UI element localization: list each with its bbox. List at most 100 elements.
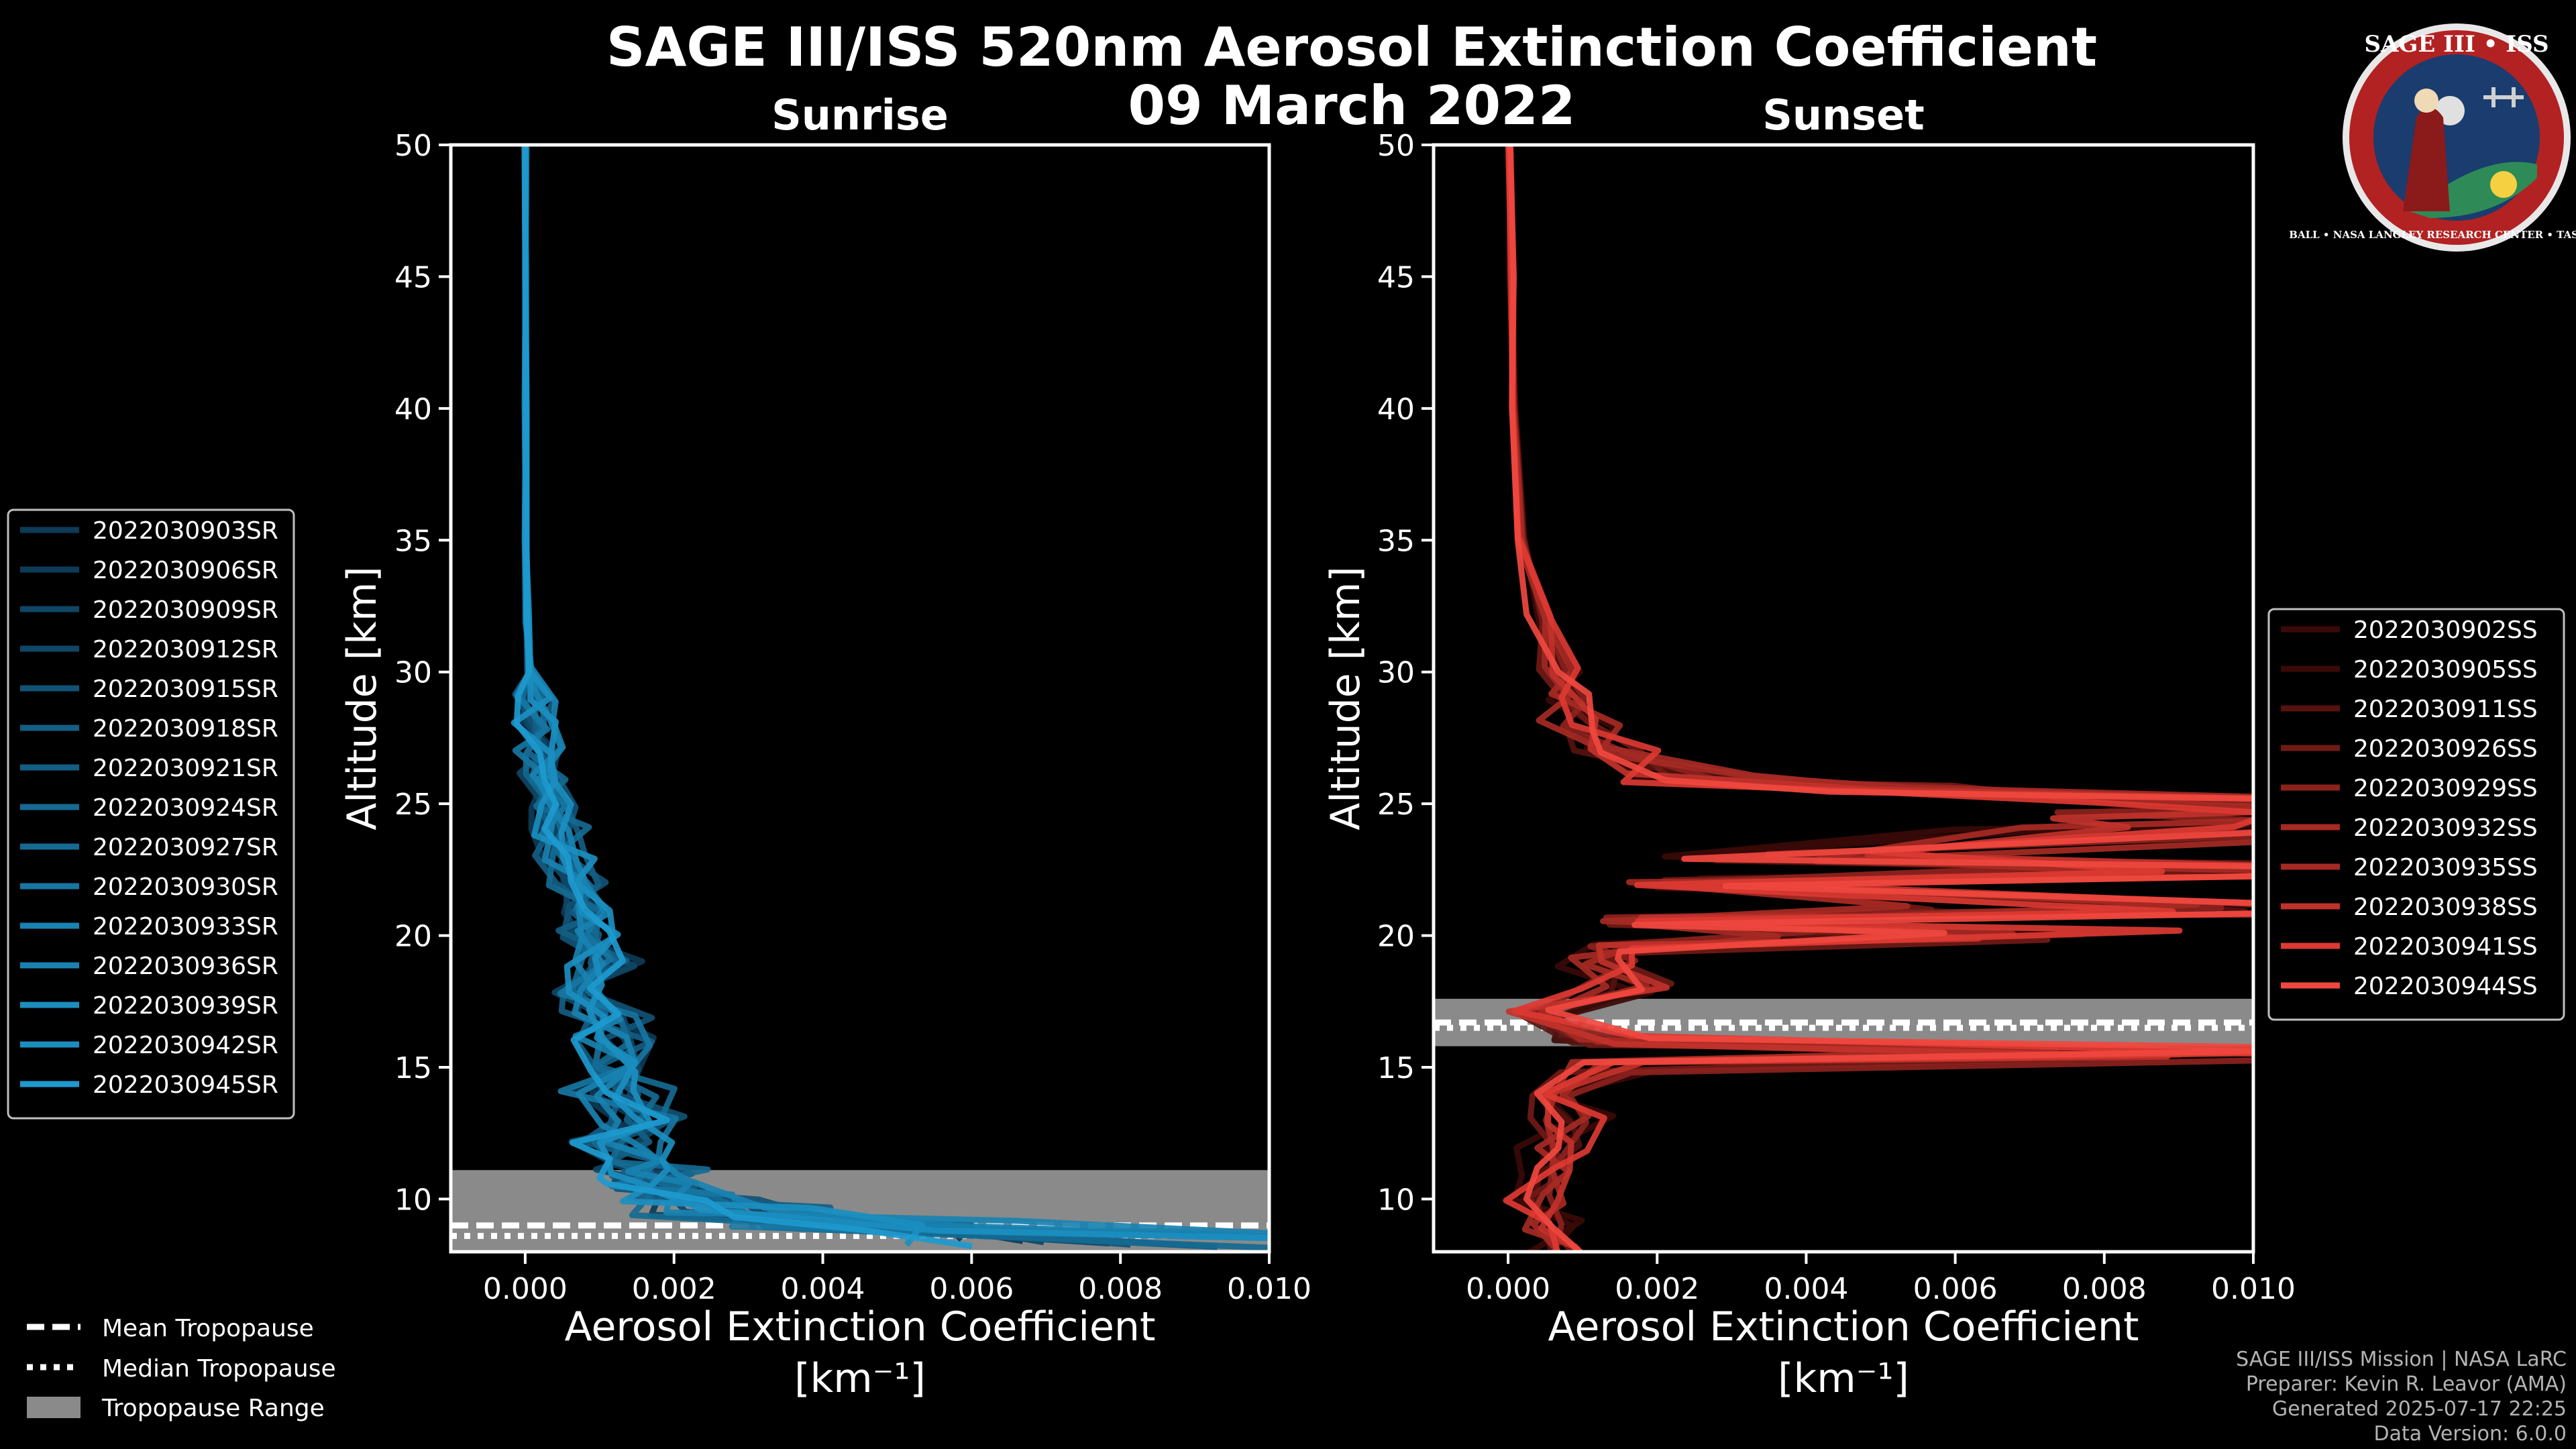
- legend-label-2022030911SS: 2022030911SS: [2353, 696, 2538, 723]
- legend-label-2022030921SR: 2022030921SR: [93, 755, 278, 782]
- sunrise-legend-frame: [7, 508, 295, 1120]
- series-line-2022030927SR: [522, 148, 1269, 1240]
- legend-label-2022030918SR: 2022030918SR: [93, 715, 278, 743]
- sunset-title: Sunset: [1762, 91, 1925, 140]
- mean-tropopause-label: Mean Tropopause: [102, 1315, 314, 1342]
- sunrise-xtick-label: 0.000: [483, 1272, 568, 1306]
- sunset-ytick-label: 45: [1377, 260, 1415, 294]
- sunset-ytick-label: 10: [1377, 1183, 1415, 1217]
- logo-iss-icon: [2483, 87, 2524, 107]
- median-tropopause-label: Median Tropopause: [102, 1355, 336, 1383]
- credit-line-4: Data Version: 6.0.0: [2374, 1422, 2567, 1446]
- legend-label-2022030905SS: 2022030905SS: [2353, 656, 2538, 684]
- legend-label-2022030929SS: 2022030929SS: [2353, 775, 2538, 802]
- sunrise-xtick-label: 0.008: [1078, 1272, 1163, 1306]
- tropopause-range-swatch: [27, 1397, 80, 1418]
- sunrise-xtick-label: 0.010: [1227, 1272, 1311, 1306]
- legend-label-2022030945SR: 2022030945SR: [93, 1071, 278, 1099]
- sunrise-ytick-label: 45: [394, 260, 432, 294]
- legend-label-2022030941SS: 2022030941SS: [2353, 933, 2538, 961]
- logo-ring-text: BALL • NASA LANGLEY RESEARCH CENTER • TA…: [2289, 229, 2576, 241]
- sunrise-panel: Sunrise 0.000 0.002 0.004 0.006 0.008 0.010 10…: [339, 91, 1311, 1402]
- sunrise-tropopause-range-band: [451, 1170, 1269, 1252]
- sunset-xtick-label: 0.010: [2211, 1272, 2296, 1306]
- sunrise-series-group: [511, 145, 1269, 1251]
- credit-line-3: Generated 2025-07-17 22:25: [2272, 1397, 2567, 1421]
- series-line-2022030941SS: [1503, 145, 2253, 1252]
- series-line-2022030933SR: [521, 145, 1269, 1236]
- sunset-xtick-label: 0.000: [1466, 1272, 1550, 1306]
- sunset-xlabel-units: [km⁻¹]: [1778, 1355, 1909, 1402]
- sunset-ytick-label: 25: [1377, 788, 1415, 822]
- credit-line-2: Preparer: Kevin R. Leavor (AMA): [2246, 1373, 2567, 1396]
- legend-label-2022030942SR: 2022030942SR: [93, 1032, 278, 1059]
- sunrise-ytick-label: 40: [394, 392, 432, 427]
- sunrise-ytick-label: 50: [394, 129, 432, 163]
- series-line-2022030936SR: [521, 145, 1269, 1240]
- sunrise-xtick-label: 0.002: [632, 1272, 716, 1306]
- legend-label-2022030939SR: 2022030939SR: [93, 992, 278, 1020]
- sunset-xtick-label: 0.008: [2062, 1272, 2147, 1306]
- sunrise-title: Sunrise: [771, 91, 949, 140]
- tropopause-legend: Mean Tropopause Median Tropopause Tropop…: [27, 1315, 336, 1422]
- series-line-2022030903SR: [519, 145, 975, 1242]
- sunset-legend: 2022030902SS 2022030905SS 2022030911SS 2022…: [2267, 608, 2565, 1021]
- figure-title: SAGE III/ISS 520nm Aerosol Extinction Co…: [606, 16, 2097, 78]
- series-line-2022030939SR: [521, 146, 1269, 1242]
- sunset-xlabel: Aerosol Extinction Coefficient: [1548, 1303, 2139, 1350]
- sunset-series-group: [1503, 145, 2253, 1252]
- legend-label-2022030938SS: 2022030938SS: [2353, 894, 2538, 921]
- legend-label-2022030944SS: 2022030944SS: [2353, 973, 2538, 1000]
- credit-line-1: SAGE III/ISS Mission | NASA LaRC: [2236, 1348, 2567, 1371]
- legend-label-2022030915SR: 2022030915SR: [93, 676, 278, 703]
- sunset-panel: Sunset 0.000 0.002 0.004 0.006 0.008 0.010 10 1…: [1322, 91, 2296, 1402]
- sunrise-xtick-label: 0.004: [781, 1272, 865, 1306]
- sunset-ytick-label: 40: [1377, 392, 1415, 427]
- sunrise-axes: 0.000 0.002 0.004 0.006 0.008 0.010 10 15 20 25 30…: [394, 129, 1311, 1306]
- sunrise-ytick-label: 30: [394, 656, 432, 690]
- logo-sun-icon: [2490, 171, 2517, 198]
- sunset-ylabel: Altitude [km]: [1322, 566, 1369, 830]
- sunrise-ytick-label: 25: [394, 788, 432, 822]
- sunrise-xlabel-units: [km⁻¹]: [794, 1355, 926, 1402]
- sunset-axes: 0.000 0.002 0.004 0.006 0.008 0.010 10 15 20 25 30…: [1377, 129, 2296, 1306]
- legend-label-2022030912SR: 2022030912SR: [93, 636, 278, 663]
- legend-label-2022030930SR: 2022030930SR: [93, 873, 278, 901]
- logo-top-text: SAGE III • ISS: [2364, 31, 2548, 58]
- legend-label-2022030909SR: 2022030909SR: [93, 596, 278, 624]
- credits: SAGE III/ISS Mission | NASA LaRC Prepare…: [2236, 1348, 2567, 1446]
- sunset-ytick-label: 15: [1377, 1051, 1415, 1085]
- sunset-ytick-label: 50: [1377, 129, 1415, 163]
- sunset-legend-frame: [2267, 608, 2565, 1021]
- sunset-xtick-label: 0.006: [1913, 1272, 1998, 1306]
- sunset-plot-frame: [1432, 143, 2255, 1254]
- sunrise-tropopause-layer: [451, 1170, 1269, 1252]
- sunset-ytick-label: 20: [1377, 920, 1415, 954]
- series-line-2022030942SR: [511, 149, 925, 1247]
- series-line-2022030945SR: [513, 145, 973, 1250]
- logo-sage-head-icon: [2414, 89, 2438, 113]
- legend-label-2022030906SR: 2022030906SR: [93, 557, 278, 584]
- figure-date: 09 March 2022: [1128, 74, 1575, 137]
- legend-label-2022030903SR: 2022030903SR: [93, 517, 278, 545]
- sunrise-plot-frame: [449, 143, 1271, 1254]
- sunrise-ytick-label: 15: [394, 1051, 432, 1085]
- legend-label-2022030936SR: 2022030936SR: [93, 953, 278, 980]
- legend-label-2022030935SS: 2022030935SS: [2353, 854, 2538, 881]
- sunrise-ylabel: Altitude [km]: [339, 566, 386, 830]
- sunrise-ytick-label: 10: [394, 1183, 432, 1217]
- logo-sage-figure-icon: [2403, 107, 2450, 211]
- sunset-ytick-label: 35: [1377, 524, 1415, 558]
- sunrise-xlabel: Aerosol Extinction Coefficient: [565, 1303, 1156, 1350]
- legend-label-2022030933SR: 2022030933SR: [93, 913, 278, 941]
- sunset-xtick-label: 0.002: [1615, 1272, 1699, 1306]
- sunset-xtick-label: 0.004: [1764, 1272, 1848, 1306]
- series-line-2022030944SS: [1507, 145, 2253, 1252]
- sage-iss-logo: SAGE III • ISS BALL • NASA LANGLEY RESEA…: [2289, 23, 2576, 252]
- legend-label-2022030924SR: 2022030924SR: [93, 794, 278, 822]
- series-line-2022030930SR: [512, 145, 1269, 1242]
- sunset-ytick-label: 30: [1377, 656, 1415, 690]
- tropopause-range-label: Tropopause Range: [101, 1395, 325, 1422]
- legend-label-2022030902SS: 2022030902SS: [2353, 616, 2538, 644]
